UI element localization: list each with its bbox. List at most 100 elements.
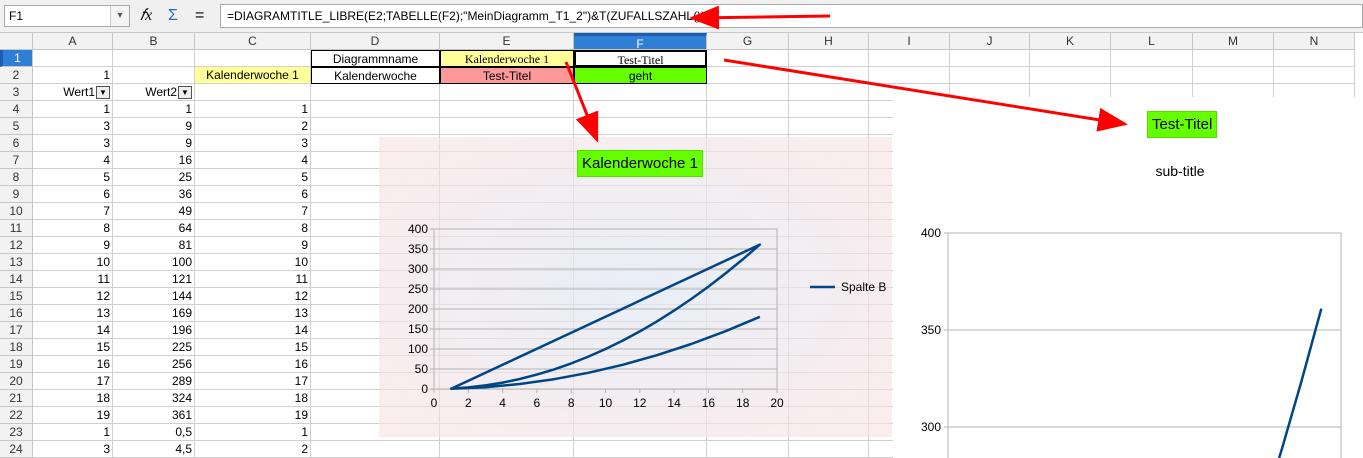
cell-a20[interactable]: 17	[33, 373, 113, 390]
cell-e5[interactable]	[440, 118, 574, 135]
column-header-j[interactable]: J	[950, 33, 1030, 50]
row-header-8[interactable]: 8	[0, 169, 33, 186]
sum-icon[interactable]: Σ	[168, 7, 178, 24]
cell-k1[interactable]	[1030, 50, 1111, 67]
column-header-i[interactable]: I	[869, 33, 950, 50]
cell-c2[interactable]: Kalenderwoche 1	[195, 67, 311, 84]
chart-kalenderwoche[interactable]: Kalenderwoche 1 0 50 100 150 200 250 300 350 400…	[379, 137, 892, 437]
cell-c7[interactable]: 4	[195, 152, 311, 169]
cell-h3[interactable]	[789, 84, 869, 101]
cell-a16[interactable]: 13	[33, 305, 113, 322]
cell-g1[interactable]	[707, 50, 789, 67]
cell-c19[interactable]: 16	[195, 356, 311, 373]
cell-n2[interactable]	[1274, 67, 1355, 84]
cell-f3[interactable]	[574, 84, 707, 101]
cell-c14[interactable]: 11	[195, 271, 311, 288]
function-wizard-icon[interactable]: 𝑓x	[140, 7, 153, 24]
row-header-2[interactable]: 2	[0, 67, 33, 84]
cell-b4[interactable]: 1	[113, 101, 195, 118]
cell-c17[interactable]: 14	[195, 322, 311, 339]
cell-b17[interactable]: 196	[113, 322, 195, 339]
cell-f4[interactable]	[574, 101, 707, 118]
cell-c5[interactable]: 2	[195, 118, 311, 135]
cell-d2[interactable]: Kalenderwoche	[311, 67, 440, 84]
column-header-d[interactable]: D	[311, 33, 440, 50]
cell-a14[interactable]: 11	[33, 271, 113, 288]
cell-b12[interactable]: 81	[113, 237, 195, 254]
column-header-k[interactable]: K	[1030, 33, 1111, 50]
row-header-22[interactable]: 22	[0, 407, 33, 424]
column-header-b[interactable]: B	[113, 33, 195, 50]
cell-b22[interactable]: 361	[113, 407, 195, 424]
cell-d1[interactable]: Diagrammname	[311, 50, 440, 67]
cell-b24[interactable]: 4,5	[113, 441, 195, 458]
cell-b9[interactable]: 36	[113, 186, 195, 203]
column-header-e[interactable]: E	[440, 33, 574, 50]
row-header-10[interactable]: 10	[0, 203, 33, 220]
cell-b5[interactable]: 9	[113, 118, 195, 135]
cell-g24[interactable]	[707, 441, 789, 458]
cell-a21[interactable]: 18	[33, 390, 113, 407]
cell-i1[interactable]	[869, 50, 950, 67]
chevron-down-icon[interactable]: ▾	[110, 6, 129, 26]
select-all-corner[interactable]	[0, 33, 33, 50]
row-header-11[interactable]: 11	[0, 220, 33, 237]
cell-a5[interactable]: 3	[33, 118, 113, 135]
cell-a22[interactable]: 19	[33, 407, 113, 424]
cell-a2[interactable]: 1	[33, 67, 113, 84]
cell-b18[interactable]: 225	[113, 339, 195, 356]
row-header-6[interactable]: 6	[0, 135, 33, 152]
formula-input[interactable]: =DIAGRAMTITLE_LIBRE(E2;TABELLE(F2);"Mein…	[220, 4, 1363, 28]
cell-b3[interactable]: Wert2 ▼	[113, 84, 195, 101]
name-box[interactable]: F1 ▾	[4, 5, 130, 27]
cell-c13[interactable]: 10	[195, 254, 311, 271]
cell-b2[interactable]	[113, 67, 195, 84]
cell-a8[interactable]: 5	[33, 169, 113, 186]
cell-c9[interactable]: 6	[195, 186, 311, 203]
cell-a19[interactable]: 16	[33, 356, 113, 373]
cell-j1[interactable]	[950, 50, 1030, 67]
cell-h24[interactable]	[789, 441, 869, 458]
cell-g3[interactable]	[707, 84, 789, 101]
row-header-4[interactable]: 4	[0, 101, 33, 118]
cell-a7[interactable]: 4	[33, 152, 113, 169]
column-header-h[interactable]: H	[789, 33, 869, 50]
row-header-18[interactable]: 18	[0, 339, 33, 356]
cell-b6[interactable]: 9	[113, 135, 195, 152]
column-header-a[interactable]: A	[33, 33, 113, 50]
column-header-c[interactable]: C	[195, 33, 311, 50]
cell-j2[interactable]	[950, 67, 1030, 84]
cell-a6[interactable]: 3	[33, 135, 113, 152]
cell-c6[interactable]: 3	[195, 135, 311, 152]
row-header-21[interactable]: 21	[0, 390, 33, 407]
cell-a9[interactable]: 6	[33, 186, 113, 203]
cell-e4[interactable]	[440, 101, 574, 118]
cell-c23[interactable]: 1	[195, 424, 311, 441]
cell-c16[interactable]: 13	[195, 305, 311, 322]
cell-h2[interactable]	[789, 67, 869, 84]
cell-d5[interactable]	[311, 118, 440, 135]
cell-b21[interactable]: 324	[113, 390, 195, 407]
autofilter-dropdown-icon[interactable]: ▼	[178, 86, 192, 100]
row-header-7[interactable]: 7	[0, 152, 33, 169]
cell-f1[interactable]: Test-Titel	[574, 50, 707, 67]
column-header-n[interactable]: N	[1274, 33, 1355, 50]
cell-a11[interactable]: 8	[33, 220, 113, 237]
cell-b23[interactable]: 0,5	[113, 424, 195, 441]
cell-c10[interactable]: 7	[195, 203, 311, 220]
row-header-14[interactable]: 14	[0, 271, 33, 288]
chart-test-titel[interactable]: Test-Titel sub-title 400 350 300	[893, 97, 1363, 458]
cell-b13[interactable]: 100	[113, 254, 195, 271]
cell-b16[interactable]: 169	[113, 305, 195, 322]
cell-a10[interactable]: 7	[33, 203, 113, 220]
cell-c8[interactable]: 5	[195, 169, 311, 186]
cell-b19[interactable]: 256	[113, 356, 195, 373]
cell-l2[interactable]	[1111, 67, 1193, 84]
row-header-1[interactable]: 1	[0, 50, 33, 67]
cell-c11[interactable]: 8	[195, 220, 311, 237]
column-header-f[interactable]: F	[574, 33, 707, 51]
autofilter-dropdown-icon[interactable]: ▼	[96, 86, 110, 100]
row-header-5[interactable]: 5	[0, 118, 33, 135]
cell-e2[interactable]: Test-Titel	[440, 67, 574, 84]
cell-a1[interactable]	[33, 50, 113, 67]
